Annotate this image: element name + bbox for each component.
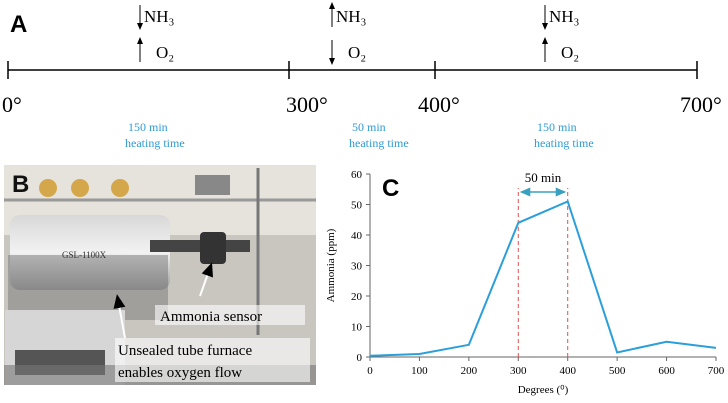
heating-time: 150 min xyxy=(128,120,168,134)
heating-note: heating time xyxy=(125,136,185,150)
annotation: 50 min xyxy=(525,170,562,185)
x-tick-label: 700 xyxy=(708,365,725,377)
furnace-model: GSL-1100X xyxy=(62,250,107,260)
x-tick-label: 400 xyxy=(559,365,576,377)
x-tick-label: 0 xyxy=(367,365,373,377)
gas-label: O₂ xyxy=(348,43,366,62)
y-tick-label: 60 xyxy=(351,169,363,181)
y-tick-label: 50 xyxy=(351,200,363,212)
photo-label: Ammonia sensor xyxy=(160,309,262,325)
timeline-label: 0° xyxy=(2,92,22,117)
x-tick-label: 600 xyxy=(658,365,675,377)
x-tick-label: 300 xyxy=(510,365,527,377)
heating-note: heating time xyxy=(534,136,594,150)
timeline-label: 400° xyxy=(418,92,460,117)
timeline-group: 0° 300° 400° 700° NH₃ O₂ 150 min heating time NH… xyxy=(2,2,722,150)
y-tick-label: 40 xyxy=(351,230,363,242)
y-tick-label: 30 xyxy=(351,261,363,273)
y-tick-label: 20 xyxy=(351,291,363,303)
heating-time: 50 min xyxy=(352,120,386,134)
x-tick-label: 500 xyxy=(609,365,626,377)
heating-time: 150 min xyxy=(537,120,577,134)
heating-note: heating time xyxy=(349,136,409,150)
gas-label: NH₃ xyxy=(336,7,367,26)
photo-caption: enables oxygen flow xyxy=(118,365,242,381)
y-tick-label: 0 xyxy=(357,352,363,364)
y-axis-title: Ammonia (ppm) xyxy=(325,228,337,302)
gas-label: O₂ xyxy=(156,43,174,62)
gas-label: NH₃ xyxy=(549,7,580,26)
gas-label: NH₃ xyxy=(144,7,175,26)
panel-label: C xyxy=(382,175,399,202)
timeline-label: 700° xyxy=(680,92,722,117)
panel-label: B xyxy=(12,171,29,198)
x-axis-title: Degrees (⁰) xyxy=(518,384,569,396)
panel-label: A xyxy=(10,11,27,38)
x-tick-label: 200 xyxy=(461,365,478,377)
gas-label: O₂ xyxy=(561,43,579,62)
y-tick-label: 10 xyxy=(351,322,363,334)
x-tick-label: 100 xyxy=(411,365,428,377)
data-line xyxy=(369,200,717,357)
photo-caption: Unsealed tube furnace xyxy=(118,343,252,359)
timeline-label: 300° xyxy=(286,92,328,117)
photo: GSL-1100X Ammonia sensor Unsealed tube f… xyxy=(4,165,316,385)
